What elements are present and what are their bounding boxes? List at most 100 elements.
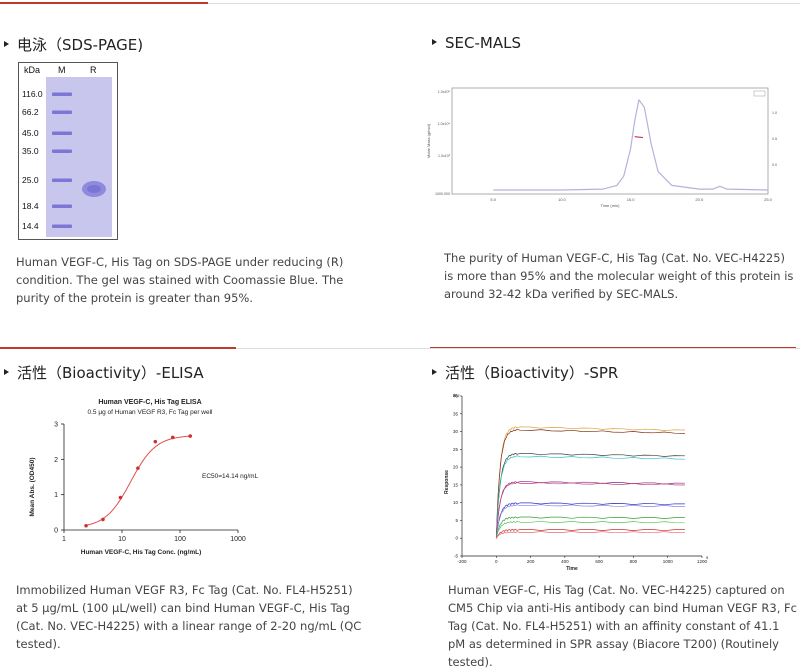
spr-x-tick: 400 [561, 559, 569, 564]
top-divider [0, 3, 800, 4]
spr-x-label: Time [566, 566, 578, 572]
malls-description: The purity of Human VEGF-C, His Tag (Cat… [444, 249, 794, 303]
spr-description-line: CM5 Chip via anti-His antibody can bind … [448, 601, 797, 615]
spr-x-tick: 200 [527, 559, 535, 564]
gel-marker-label: 18.4 [22, 201, 39, 211]
malls-legend-box [753, 90, 766, 97]
gel-marker-band [52, 149, 72, 153]
spr-y-tick: 30 [453, 429, 459, 434]
malls-description-line: around 32-42 kDa verified by SEC-MALS. [444, 287, 679, 301]
spr-y-tick: -5 [454, 554, 458, 559]
spr-y-tick: 40 [453, 394, 459, 399]
malls-mass-marker [634, 136, 644, 139]
spr-x-unit: s [706, 555, 709, 560]
spr-x-tick: 1000 [663, 559, 674, 564]
spr-description: Human VEGF-C, His Tag (Cat. No. VEC-H422… [448, 581, 798, 671]
gel-marker-band [52, 178, 72, 182]
malls-y-label-right: Relative Scale [777, 118, 778, 144]
spr-sensorgram-line [495, 426, 685, 539]
elisa-description-line: tested). [16, 637, 61, 651]
malls-y-tick: 1.0x10³ [438, 154, 451, 158]
middle-divider [0, 348, 800, 349]
elisa-x-tick: 1000 [230, 536, 246, 543]
elisa-description-line: at 5 μg/mL (100 μL/well) can bind Human … [16, 601, 350, 615]
spr-y-tick: 35 [453, 411, 459, 416]
sds-section-title: 电泳（SDS-PAGE) [4, 34, 143, 55]
spr-chart: RU s -200 0 200 400 600 800 1000 1200 -5 0 5 10 15 20 25… [440, 390, 720, 572]
elisa-chart-subtitle: 0.5 μg of Human VEGF R3, Fc Tag per well [87, 409, 213, 416]
middle-accent-bar-left [0, 347, 236, 349]
gel-marker-label: 116.0 [22, 89, 43, 99]
spr-sensorgram-line [495, 428, 685, 539]
spr-y-tick: 25 [453, 447, 459, 452]
spr-sensorgram-line [495, 481, 685, 539]
spr-description-line: pM as determined in SPR assay (Biacore T… [448, 637, 779, 651]
gel-marker-label: 25.0 [22, 175, 39, 185]
sds-description: Human VEGF-C, His Tag on SDS-PAGE under … [16, 253, 386, 307]
gel-marker-label: 45.0 [22, 128, 39, 138]
spr-y-label: Response [444, 470, 450, 494]
elisa-x-tick: 10 [118, 536, 126, 543]
malls-y-tick: 1000.000 [435, 192, 450, 196]
elisa-ec50-annotation: EC50=14.14 ng/mL [202, 473, 259, 480]
bullet-triangle-icon [4, 40, 9, 47]
gel-header-kda: kDa [24, 65, 40, 75]
spr-sensorgram-line [495, 504, 685, 539]
spr-y-tick: 5 [455, 518, 458, 523]
elisa-chart-title: Human VEGF-C, His Tag ELISA [98, 399, 201, 406]
elisa-description-line: (Cat. No. VEC-H4225) with a linear range… [16, 619, 362, 633]
malls-description-line: The purity of Human VEGF-C, His Tag (Cat… [444, 251, 786, 265]
malls-y-right-tick: 0.0 [772, 163, 777, 167]
spr-section-title: 活性（Bioactivity）-SPR [432, 362, 618, 383]
malls-trace-line [493, 99, 769, 191]
elisa-y-label: Mean Abs. (OD450) [29, 458, 36, 517]
elisa-y-tick: 1 [54, 492, 58, 499]
elisa-data-point [118, 495, 123, 500]
gel-marker-band [52, 224, 72, 228]
malls-y-tick: 1.0x10⁴ [438, 122, 451, 126]
malls-x-tick: 20.0 [695, 197, 704, 202]
elisa-data-point [188, 434, 193, 438]
spr-x-tick: 1200 [697, 559, 708, 564]
spr-y-tick: 10 [453, 500, 459, 505]
spr-sensorgram-line [495, 529, 685, 539]
elisa-chart: Human VEGF-C, His Tag ELISA 0.5 μg of Hum… [20, 390, 320, 568]
elisa-x-label: Human VEGF-C, His Tag Conc. (ng/mL) [81, 549, 202, 556]
malls-chart: 5.0 10.0 15.0 20.0 25.0 1.0x10⁵ 1.0x10⁴ 1.0x10³… [418, 82, 782, 212]
spr-sensorgram-line [495, 520, 685, 539]
elisa-y-tick: 3 [54, 422, 58, 429]
elisa-data-point [170, 435, 175, 440]
elisa-data-point [84, 523, 88, 528]
spr-description-line: tested). [448, 655, 493, 669]
malls-y-right-tick: 1.0 [772, 111, 777, 115]
gel-marker-label: 14.4 [22, 221, 39, 231]
spr-sensorgram-line [495, 455, 685, 539]
gel-marker-band [52, 204, 72, 208]
malls-x-label: Time (min) [601, 203, 621, 208]
elisa-section-title: 活性（Bioactivity）-ELISA [4, 362, 204, 383]
top-accent-bar [0, 2, 208, 4]
elisa-x-tick: 100 [174, 536, 186, 543]
gel-header-r: R [90, 65, 97, 75]
malls-x-tick: 15.0 [627, 197, 636, 202]
spr-y-tick: 15 [453, 482, 459, 487]
sds-gel-image: kDa M R 116.0 66.2 45.0 35.0 25.0 18.4 14.4 [18, 62, 118, 240]
elisa-y-tick: 2 [54, 457, 58, 464]
elisa-description-line: Immobilized Human VEGF R3, Fc Tag (Cat. … [16, 583, 353, 597]
gel-marker-band [52, 110, 72, 114]
middle-accent-bar-right [430, 347, 796, 348]
malls-plot-frame [451, 87, 769, 195]
bullet-triangle-icon [4, 368, 9, 375]
malls-y-tick: 1.0x10⁵ [438, 90, 451, 94]
spr-sensorgram-line [495, 452, 685, 539]
spr-x-tick: 600 [595, 559, 603, 564]
spr-sensorgram-line [495, 502, 685, 539]
elisa-y-tick: 0 [54, 528, 58, 535]
sds-description-line: condition. The gel was stained with Coom… [16, 273, 344, 287]
spr-sensorgram-line [495, 481, 685, 539]
gel-marker-band [52, 92, 72, 96]
spr-y-tick: 20 [453, 465, 459, 470]
sds-description-line: purity of the protein is greater than 95… [16, 291, 253, 305]
spr-description-line: Tag (Cat. No. FL4-H5251) with an affinit… [448, 619, 780, 633]
malls-x-tick: 5.0 [490, 197, 496, 202]
